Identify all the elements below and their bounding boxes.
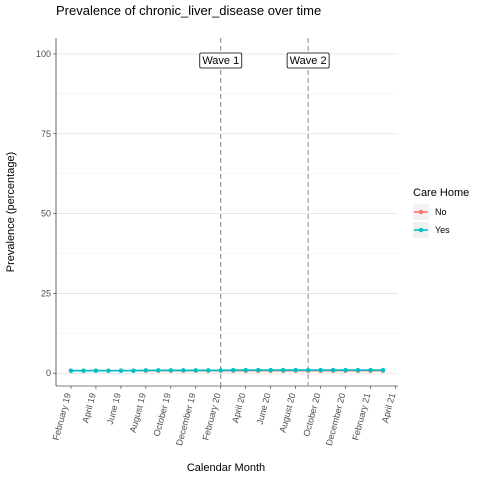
x-tick-label: December 20 — [324, 392, 348, 447]
data-point — [355, 367, 361, 373]
x-tick-label: June 19 — [105, 392, 123, 426]
wave-label-box — [286, 52, 330, 69]
data-point — [256, 367, 261, 373]
x-tick-label: April 19 — [80, 392, 98, 424]
data-point — [68, 368, 74, 373]
data-point — [93, 368, 99, 373]
wave-label-box — [199, 52, 243, 69]
data-point — [343, 367, 348, 373]
series-line — [70, 369, 384, 372]
x-tick-label: October 20 — [301, 392, 322, 438]
data-point — [143, 368, 149, 373]
data-point — [318, 367, 323, 373]
x-tick-label: February 20 — [200, 392, 222, 441]
legend-label: No — [435, 207, 447, 217]
y-tick-label: 50 — [41, 209, 51, 219]
data-point — [131, 368, 136, 373]
data-point — [243, 367, 248, 373]
x-tick-label: February 19 — [51, 392, 73, 441]
data-point — [305, 367, 311, 373]
x-tick-label: December 19 — [174, 392, 198, 447]
data-point — [181, 368, 186, 373]
data-point — [380, 367, 386, 373]
x-tick-label: August 19 — [128, 392, 148, 434]
chart-title: Prevalence of chronic_liver_disease over… — [56, 3, 321, 18]
data-point — [368, 367, 373, 373]
y-axis-title: Prevalence (percentage) — [5, 152, 17, 272]
data-point — [118, 368, 124, 373]
wave-label: Wave 2 — [290, 55, 327, 67]
x-tick-label: August 20 — [277, 392, 297, 434]
data-point — [168, 368, 174, 373]
x-axis-title: Calendar Month — [187, 462, 265, 474]
x-tick-label: February 21 — [350, 392, 372, 441]
annotations: Wave 1 Wave 2 — [199, 38, 330, 386]
legend-title: Care Home — [413, 187, 469, 199]
data-point — [218, 368, 223, 373]
y-tick-label: 75 — [41, 129, 51, 139]
gridlines — [56, 53, 398, 374]
y-tick-label: 25 — [41, 288, 51, 298]
data-point — [268, 367, 273, 373]
legend: Care Home No Yes — [413, 187, 469, 238]
legend-key-point — [418, 227, 424, 233]
x-tick-label: October 19 — [152, 392, 173, 438]
y-tick-label: 100 — [36, 49, 51, 59]
wave-label: Wave 1 — [202, 55, 239, 67]
data-point — [280, 367, 286, 373]
data-point — [206, 368, 211, 373]
axes: 0 25 50 75 100 February 19 April 19 June 19 Augu… — [36, 38, 398, 447]
data-point — [231, 367, 236, 373]
data-point — [193, 368, 198, 373]
legend-key-point — [418, 209, 424, 215]
x-tick-label: April 21 — [380, 392, 398, 424]
data-point — [330, 367, 336, 373]
legend-label: Yes — [435, 225, 450, 235]
x-tick-label: June 20 — [255, 392, 273, 426]
data-point — [106, 368, 111, 373]
series-layer — [68, 367, 386, 373]
x-tick-label: April 20 — [230, 392, 248, 424]
data-point — [293, 367, 298, 373]
data-point — [81, 368, 86, 373]
y-tick-label: 0 — [46, 368, 51, 378]
data-point — [156, 368, 161, 373]
